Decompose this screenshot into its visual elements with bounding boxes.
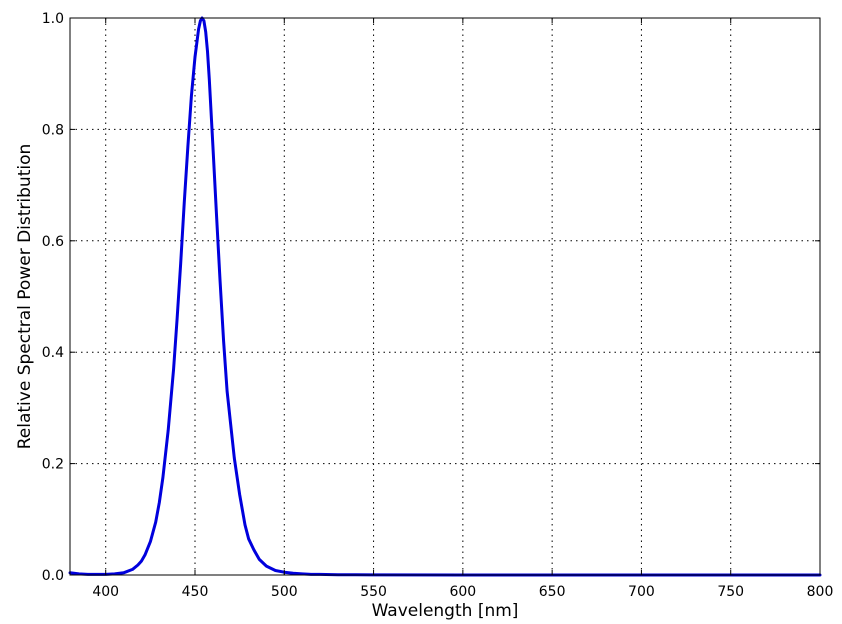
x-axis-label: Wavelength [nm] — [372, 601, 519, 621]
x-tick-label: 550 — [360, 584, 387, 600]
y-axis: 0.0 0.2 0.4 0.6 0.8 1.0 — [42, 11, 820, 584]
plot-frame — [69, 17, 821, 576]
data-series — [68, 16, 822, 577]
y-axis-label: Relative Spectral Power Distribution — [15, 144, 35, 450]
x-tick-label: 400 — [92, 584, 119, 600]
y-tick-label: 0.8 — [42, 122, 64, 138]
y-tick-label: 0.2 — [42, 457, 64, 473]
x-tick-label: 750 — [717, 584, 744, 600]
x-tick-label: 500 — [271, 584, 298, 600]
y-tick-label: 0.0 — [42, 568, 64, 584]
x-tick-label: 800 — [807, 584, 834, 600]
spectrum-line — [68, 16, 822, 577]
x-tick-label: 700 — [628, 584, 655, 600]
y-tick-label: 0.6 — [42, 234, 64, 250]
x-tick-label: 450 — [182, 584, 209, 600]
x-tick-label: 650 — [539, 584, 566, 600]
x-tick-label: 600 — [449, 584, 476, 600]
x-axis: 400 450 500 550 600 650 700 750 800 — [92, 18, 833, 600]
y-tick-label: 1.0 — [42, 11, 64, 27]
y-tick-label: 0.4 — [42, 345, 64, 361]
grid-lines — [70, 18, 820, 575]
